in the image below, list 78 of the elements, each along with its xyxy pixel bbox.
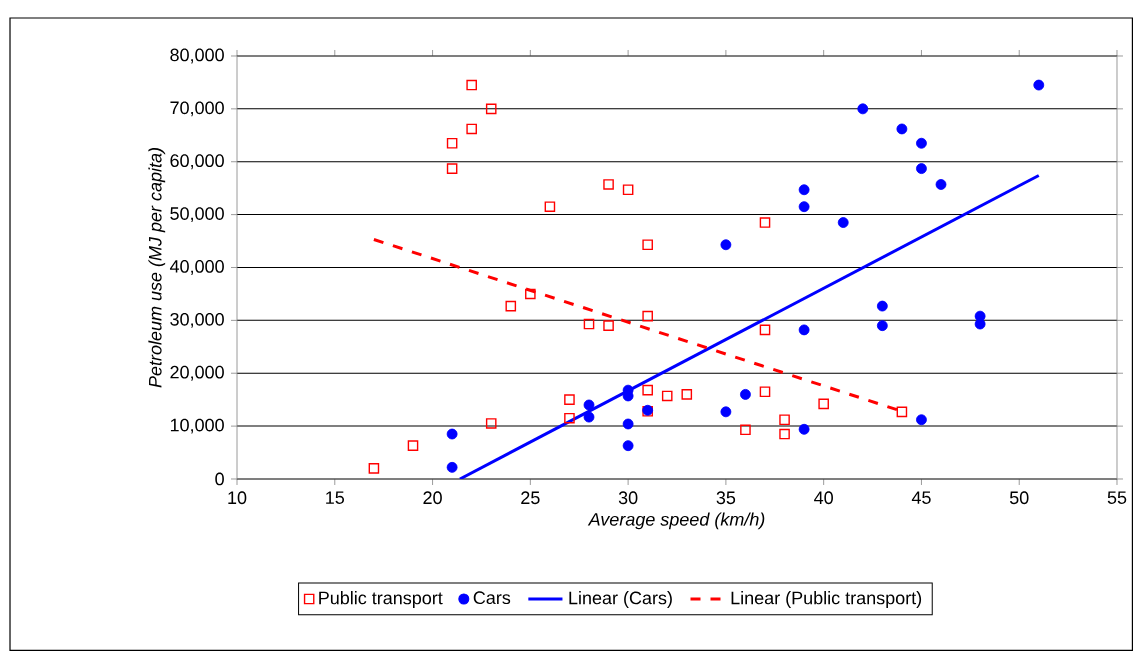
point [740,388,751,400]
point [583,318,595,330]
point [661,390,673,402]
point [622,418,634,430]
point [622,184,634,196]
point [779,428,790,440]
y-tick-label: 40,000 [169,260,224,275]
y-tick-label: 10,000 [170,418,224,434]
y-tick-label: 50,000 [170,207,224,223]
point [446,137,458,149]
point [485,418,497,429]
point [916,137,927,149]
point [759,217,771,228]
point [798,324,810,336]
x-tick-label: 15 [326,491,345,504]
x-tick-label: 55 [1107,491,1127,504]
point [525,288,536,300]
point [505,300,517,312]
point [798,423,810,435]
x-tick-label: 40 [814,491,833,505]
point [407,440,419,451]
x-tick-label: 50 [1009,491,1029,505]
point [896,123,908,135]
point [368,463,380,474]
y-tick-label: 60,000 [170,154,224,170]
point [1033,79,1045,91]
point [681,389,693,400]
point [818,398,829,410]
x-tick-label: 45 [911,491,931,504]
legend-label: Linear (Cars) [569,591,672,608]
point [603,179,614,190]
y-tick-label: 30,000 [170,312,224,328]
point [935,179,947,190]
y-axis-title: Petroleum use (MJ per capita) [148,148,166,388]
x-tick-label: 25 [521,491,540,505]
point [759,324,771,336]
point [759,386,771,398]
point [916,163,927,175]
point [837,217,849,228]
point [485,103,497,115]
point [564,412,575,424]
legend-label: Public transport [319,591,443,608]
point [642,239,653,251]
point [583,411,595,423]
point [857,103,869,115]
point [466,123,477,135]
y-tick-label: 0 [215,472,224,486]
point [622,440,634,452]
point [896,406,908,418]
legend-label: Cars [473,591,511,605]
point [876,320,888,332]
point [876,300,888,312]
point [564,394,575,405]
point [446,163,458,174]
y-tick-label: 20,000 [170,365,224,381]
point [642,384,653,396]
point [544,201,556,212]
y-tick-label: 80,000 [170,48,224,64]
point [916,414,927,426]
x-tick-label: 20 [423,491,442,505]
point [466,79,477,91]
point [446,428,458,440]
x-axis-title: Average speed (km/h) [587,512,765,530]
y-tick-label: 70,000 [170,101,224,117]
point [446,461,458,473]
point [583,399,595,411]
legend-label: Linear (Public transport) [731,591,922,608]
point [642,310,653,322]
point [720,239,732,251]
point [779,414,790,426]
point [720,406,732,418]
point [798,184,810,196]
point [740,424,751,436]
x-tick-label: 30 [618,491,638,505]
point [603,320,614,331]
x-tick-label: 35 [716,491,736,505]
x-tick-label: 10 [228,491,247,505]
point [798,201,810,213]
